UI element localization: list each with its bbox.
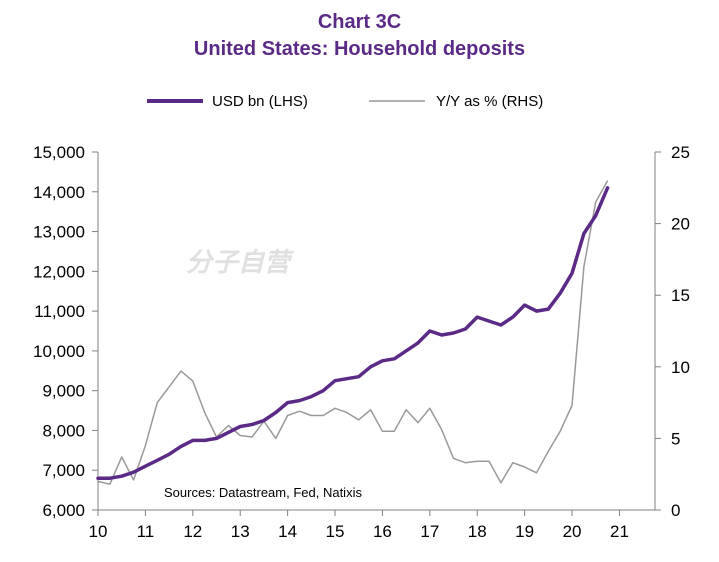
- x-tick-label: 14: [278, 522, 297, 541]
- legend-label-usd: USD bn (LHS): [212, 93, 308, 110]
- y-left-tick-label: 8,000: [42, 421, 85, 440]
- legend-label-yoy: Y/Y as % (RHS): [436, 93, 543, 110]
- x-tick-label: 20: [563, 522, 582, 541]
- series-line-usd: [96, 186, 610, 480]
- x-tick-label: 10: [89, 522, 108, 541]
- legend: USD bn (LHS) Y/Y as % (RHS): [147, 93, 543, 110]
- x-tick-label: 16: [373, 522, 392, 541]
- x-tick-label: 13: [231, 522, 250, 541]
- series-usd: [96, 186, 610, 480]
- x-tick-label: 17: [420, 522, 439, 541]
- y-left-tick-label: 6,000: [42, 501, 85, 520]
- y-right-tick-label: 20: [671, 215, 690, 234]
- x-tick-label: 19: [515, 522, 534, 541]
- x-tick-label: 21: [610, 522, 629, 541]
- chart-subtitle: United States: Household deposits: [193, 38, 526, 60]
- y-left-tick-label: 13,000: [33, 223, 85, 242]
- y-left-tick-label: 9,000: [42, 382, 85, 401]
- y-right-tick-label: 25: [671, 143, 690, 162]
- y-right-tick-label: 0: [671, 501, 680, 520]
- y-right-tick-label: 15: [671, 286, 690, 305]
- series-line-yoy: [97, 180, 609, 485]
- x-tick-label: 18: [468, 522, 487, 541]
- y-left-tick-label: 15,000: [33, 143, 85, 162]
- y-left-tick-label: 10,000: [33, 342, 85, 361]
- y-left-tick-label: 12,000: [33, 262, 85, 281]
- y-left-tick-label: 14,000: [33, 183, 85, 202]
- y-right-tick-label: 5: [671, 429, 680, 448]
- x-tick-label: 15: [326, 522, 345, 541]
- x-tick-label: 12: [183, 522, 202, 541]
- y-left-tick-label: 11,000: [34, 302, 85, 321]
- y-left-tick-label: 7,000: [42, 461, 85, 480]
- source-note: Sources: Datastream, Fed, Natixis: [164, 485, 362, 500]
- x-tick-label: 11: [137, 522, 155, 541]
- watermark: 分子自营: [186, 248, 294, 278]
- y-right-tick-label: 10: [671, 358, 690, 377]
- series-yoy: [97, 180, 609, 485]
- chart-title: Chart 3C: [317, 11, 402, 33]
